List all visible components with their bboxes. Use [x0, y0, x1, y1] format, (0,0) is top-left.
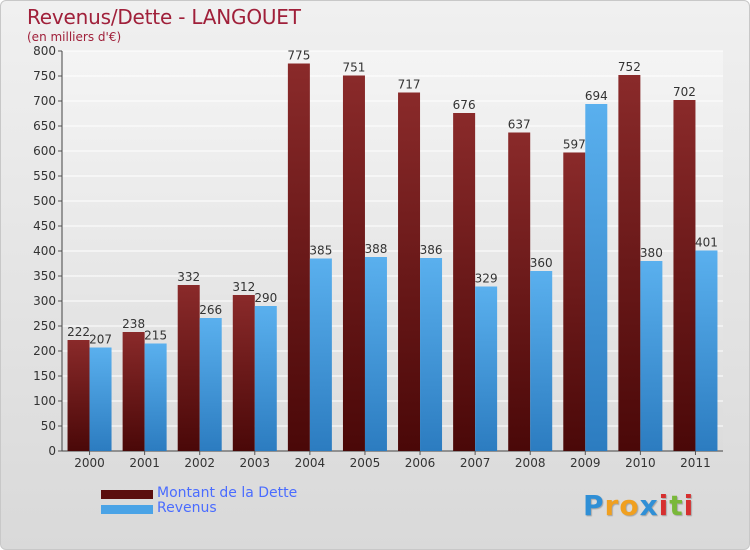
logo-letter: r [604, 489, 620, 522]
y-tick-label: 550 [33, 169, 56, 183]
x-tick-label: 2004 [295, 456, 326, 470]
bar-dette [508, 132, 531, 451]
logo-letter: P [583, 489, 605, 522]
bar-dette [287, 63, 310, 451]
x-tick-label: 2011 [680, 456, 711, 470]
bar-dette [67, 340, 90, 451]
bar-revenus [254, 306, 277, 451]
data-label-revenus: 380 [640, 246, 663, 260]
legend-swatch-dette [101, 490, 153, 499]
y-tick-label: 750 [33, 69, 56, 83]
bar-revenus [89, 347, 112, 451]
y-tick-label: 150 [33, 369, 56, 383]
bar-dette [618, 75, 641, 451]
bar-dette [398, 92, 421, 451]
logo-letter: t [669, 489, 684, 522]
y-tick-label: 300 [33, 294, 56, 308]
y-tick-label: 700 [33, 94, 56, 108]
x-tick-label: 2003 [240, 456, 271, 470]
y-tick-label: 800 [33, 44, 56, 58]
x-tick-label: 2006 [405, 456, 436, 470]
bar-revenus [309, 258, 332, 451]
bar-revenus [530, 271, 553, 451]
proxiti-logo: Proxiti [583, 489, 694, 522]
bar-dette [177, 285, 200, 451]
legend-label-revenus: Revenus [157, 500, 217, 516]
x-tick-label: 2000 [74, 456, 105, 470]
legend-swatch-revenus [101, 505, 153, 514]
bar-revenus [420, 258, 443, 451]
bar-dette [453, 113, 476, 451]
y-tick-label: 250 [33, 319, 56, 333]
y-tick-label: 500 [33, 194, 56, 208]
data-label-dette: 312 [232, 280, 255, 294]
logo-letter: x [639, 489, 659, 522]
data-label-revenus: 266 [199, 303, 222, 317]
data-label-revenus: 385 [309, 244, 332, 258]
data-label-dette: 752 [618, 60, 641, 74]
bar-dette [232, 295, 255, 451]
x-tick-label: 2005 [350, 456, 381, 470]
chart-subtitle: (en milliers d'€) [27, 30, 122, 44]
data-label-revenus: 290 [254, 291, 277, 305]
y-tick-label: 600 [33, 144, 56, 158]
bar-dette [563, 152, 586, 451]
bar-dette [122, 332, 145, 451]
data-label-revenus: 215 [144, 329, 167, 343]
data-label-dette: 717 [398, 78, 421, 92]
x-tick-label: 2007 [460, 456, 491, 470]
data-label-dette: 238 [122, 317, 145, 331]
data-label-revenus: 329 [475, 272, 498, 286]
x-tick-label: 2002 [184, 456, 215, 470]
y-tick-label: 650 [33, 119, 56, 133]
y-tick-label: 350 [33, 269, 56, 283]
bar-revenus [640, 261, 663, 451]
logo-letter: o [619, 489, 640, 522]
bar-revenus [144, 343, 167, 451]
y-tick-label: 50 [41, 419, 56, 433]
bar-revenus [695, 250, 718, 451]
y-tick-label: 0 [48, 444, 56, 458]
data-label-revenus: 401 [695, 236, 718, 250]
logo-letter: i [658, 489, 670, 522]
y-tick-label: 200 [33, 344, 56, 358]
y-tick-label: 100 [33, 394, 56, 408]
data-label-dette: 222 [67, 325, 90, 339]
data-label-dette: 751 [343, 61, 366, 75]
x-tick-label: 2001 [129, 456, 160, 470]
bar-revenus [199, 318, 222, 451]
data-label-revenus: 207 [89, 333, 112, 347]
data-label-dette: 775 [287, 49, 310, 63]
data-label-dette: 597 [563, 138, 586, 152]
data-label-revenus: 386 [420, 243, 443, 257]
bar-revenus [475, 286, 498, 451]
legend-label-dette: Montant de la Dette [157, 485, 298, 501]
bar-dette [673, 100, 696, 451]
x-tick-label: 2009 [570, 456, 601, 470]
y-tick-label: 450 [33, 219, 56, 233]
x-tick-label: 2010 [625, 456, 656, 470]
x-tick-label: 2008 [515, 456, 546, 470]
data-label-revenus: 360 [530, 256, 553, 270]
data-label-dette: 702 [673, 85, 696, 99]
data-label-revenus: 388 [365, 242, 388, 256]
y-tick-label: 400 [33, 244, 56, 258]
bar-dette [342, 75, 365, 451]
data-label-dette: 637 [508, 118, 531, 132]
data-label-revenus: 694 [585, 89, 608, 103]
bar-revenus [585, 104, 608, 451]
bar-revenus [364, 257, 387, 451]
data-label-dette: 676 [453, 98, 476, 112]
logo-letter: i [683, 489, 695, 522]
data-label-dette: 332 [177, 270, 200, 284]
chart-title: Revenus/Dette - LANGOUET [27, 5, 301, 29]
